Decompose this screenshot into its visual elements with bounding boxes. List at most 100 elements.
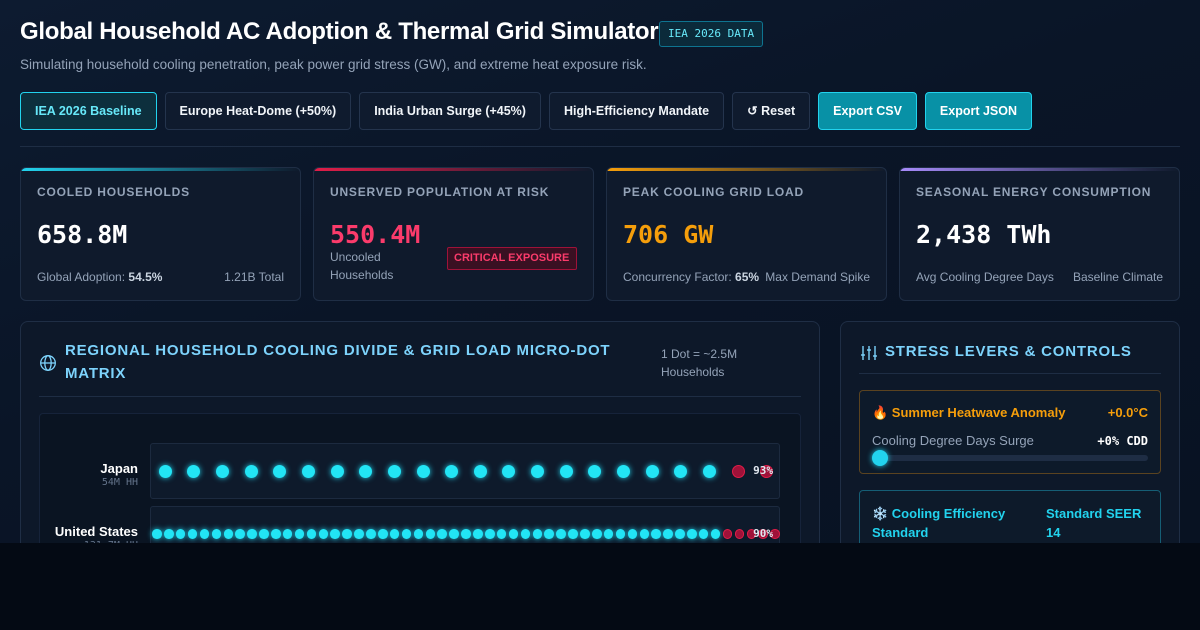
- cooled-dot: [449, 529, 459, 539]
- uncooled-dot: [746, 529, 757, 539]
- matrix-title: REGIONAL HOUSEHOLD COOLING DIVIDE & GRID…: [65, 342, 611, 382]
- cooled-dot: [282, 529, 293, 539]
- kpi-note: Global Adoption: 54.5%: [37, 270, 162, 284]
- button[interactable]: High-Efficiency Mandate: [548, 92, 725, 130]
- cdd-label: Cooling Degree Days Surge: [872, 433, 1034, 448]
- cooled-dot: [568, 529, 578, 539]
- cooled-dot: [556, 529, 566, 539]
- cooled-dot: [164, 529, 174, 539]
- cooled-dot: [389, 529, 400, 539]
- cooled-dot: [473, 464, 487, 478]
- adoption-label: 90%: [753, 527, 773, 540]
- kpi-value: 706 GW: [623, 220, 714, 249]
- kpi-note: Uncooled Households: [330, 248, 440, 284]
- dot-legend: 1 Dot = ~2.5M Households: [661, 345, 761, 381]
- cooled-dot: [675, 529, 685, 539]
- cooled-dot: [318, 529, 329, 539]
- button[interactable]: India Urban Surge (+45%): [359, 92, 541, 130]
- cooled-dot: [387, 464, 401, 478]
- cooled-dot: [588, 464, 602, 478]
- button[interactable]: ↺ Reset: [732, 92, 811, 130]
- cooled-dot: [342, 529, 352, 539]
- note-text: Avg Cooling Degree Days: [916, 270, 1054, 284]
- cooled-dot: [302, 464, 315, 478]
- cooled-dot: [359, 464, 373, 478]
- kpi-label: COOLED HOUSEHOLDS: [37, 185, 190, 199]
- note-strong: 65%: [735, 270, 760, 284]
- cooled-dot: [330, 464, 344, 478]
- slider-thumb[interactable]: [872, 450, 888, 466]
- cooled-dot: [437, 529, 447, 539]
- dot-row: 90%: [150, 506, 780, 543]
- efficiency-label: ❄️ Cooling Efficiency Standard: [872, 506, 1006, 540]
- button[interactable]: Export CSV: [818, 92, 917, 130]
- kpi-right: 1.21B Total: [224, 270, 284, 284]
- uncooled-dot: [770, 529, 780, 539]
- cooled-dot: [461, 529, 471, 539]
- cooled-dot: [366, 529, 376, 539]
- button[interactable]: Export JSON: [924, 92, 1033, 130]
- kpi-value: 550.4M: [330, 220, 421, 249]
- efficiency-card: ❄️ Cooling Efficiency Standard Standard …: [859, 490, 1161, 543]
- cooled-dot: [663, 529, 673, 539]
- cooled-dot: [259, 529, 269, 539]
- region-households: 54M HH: [101, 477, 138, 488]
- button[interactable]: IEA 2026 Baseline: [20, 92, 157, 130]
- note-text: Concurrency Factor:: [623, 270, 736, 284]
- sliders-icon: [861, 346, 877, 360]
- cooled-dot: [532, 529, 543, 539]
- kpi-card: SEASONAL ENERGY CONSUMPTION 2,438 TWh Avg …: [899, 167, 1180, 301]
- accent-bar: [607, 168, 886, 171]
- cooled-dot: [687, 529, 697, 539]
- uncooled-dot: [734, 529, 745, 539]
- cooled-dot: [416, 464, 430, 478]
- cooled-dot: [580, 529, 590, 539]
- cooled-dot: [158, 464, 172, 478]
- kpi-card: COOLED HOUSEHOLDS 658.8M Global Adoption: …: [20, 167, 301, 301]
- cooled-dot: [413, 529, 424, 539]
- cooled-dot: [223, 529, 233, 539]
- matrix-panel: REGIONAL HOUSEHOLD COOLING DIVIDE & GRID…: [20, 321, 820, 543]
- uncooled-dot: [731, 464, 745, 478]
- accent-bar: [900, 168, 1179, 171]
- cooled-dot: [603, 529, 614, 539]
- kpi-right: Baseline Climate: [1072, 270, 1163, 284]
- cooled-dot: [235, 529, 245, 539]
- cooled-dot: [645, 464, 659, 478]
- cooled-dot: [211, 529, 222, 539]
- toolbar: IEA 2026 Baseline Europe Heat-Dome (+50%)…: [20, 92, 1033, 130]
- title: Global Household AC Adoption & Thermal G…: [20, 18, 659, 45]
- controls-title: STRESS LEVERS & CONTROLS: [885, 343, 1132, 360]
- uncooled-dot: [758, 529, 768, 539]
- cooled-dot: [445, 464, 459, 478]
- kpi-label: PEAK COOLING GRID LOAD: [623, 185, 804, 199]
- cooled-dot: [502, 464, 516, 478]
- region-name: United States: [54, 524, 138, 539]
- cooled-dot: [330, 529, 340, 539]
- note-text: Uncooled Households: [330, 250, 394, 282]
- cooled-dot: [273, 464, 287, 478]
- note-strong: 54.5%: [128, 270, 163, 284]
- cooled-dot: [508, 529, 519, 539]
- cooled-dot: [627, 529, 638, 539]
- cooled-dot: [216, 464, 230, 478]
- button[interactable]: Europe Heat-Dome (+50%): [164, 92, 352, 130]
- cooled-dot: [674, 464, 688, 478]
- heatwave-label: 🔥 Summer Heatwave Anomaly: [872, 405, 1066, 420]
- slider-track[interactable]: [872, 450, 1148, 466]
- efficiency-value: Standard SEER 14: [1046, 506, 1142, 540]
- cooled-dot: [617, 464, 630, 478]
- legend-value: 2.5: [710, 347, 728, 361]
- cooled-dot: [425, 529, 436, 539]
- cooled-dot: [544, 529, 554, 539]
- uncooled-dot: [760, 464, 774, 478]
- cooled-dot: [187, 529, 198, 539]
- region-households: 131.7M HH: [84, 540, 138, 543]
- globe-icon: [40, 355, 56, 371]
- cooled-dot: [244, 464, 258, 478]
- kpi-label: UNSERVED POPULATION AT RISK: [330, 185, 550, 199]
- kpi-value: 2,438 TWh: [916, 220, 1052, 249]
- accent-bar: [21, 168, 300, 171]
- kpi-note: Avg Cooling Degree Days: [916, 270, 1054, 284]
